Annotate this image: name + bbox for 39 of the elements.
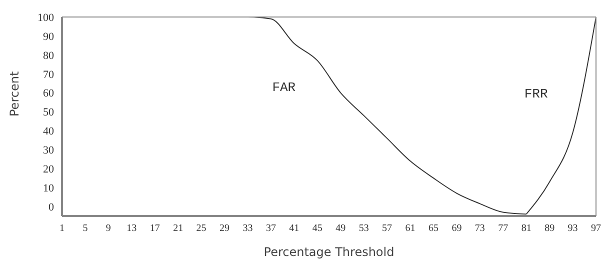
x-tick-label: 61 <box>405 223 416 234</box>
x-tick-label: 93 <box>568 223 578 234</box>
y-tick-label: 30 <box>43 144 54 157</box>
y-tick-label: 60 <box>43 88 54 100</box>
y-tick-label: 40 <box>43 126 54 138</box>
x-tick-label: 53 <box>358 223 369 234</box>
x-tick-label: 57 <box>382 223 392 234</box>
y-tick-label: 50 <box>43 106 54 119</box>
x-tick-label: 89 <box>544 223 555 234</box>
x-tick-label: 21 <box>173 223 184 234</box>
y-tick-label: 70 <box>43 68 54 81</box>
x-tick-label: 9 <box>106 223 111 234</box>
y-tick-label: 100 <box>38 12 54 24</box>
y-tick-label: 0 <box>48 201 54 214</box>
x-axis-title: Percentage Threshold <box>264 245 394 259</box>
x-tick-label: 33 <box>242 223 253 234</box>
text: FAR <box>272 80 296 95</box>
x-tick-label: 77 <box>498 223 508 234</box>
x-tick-label: 37 <box>266 223 276 234</box>
y-tick-label: 90 <box>43 30 54 43</box>
x-tick-label: 45 <box>312 223 322 234</box>
x-tick-label: 49 <box>336 223 346 234</box>
x-tick-label: 1 <box>60 223 64 234</box>
x-tick-label: 41 <box>289 223 300 234</box>
x-tick-label: 25 <box>196 223 206 234</box>
x-tick-label: 97 <box>591 223 601 234</box>
x-tick-label: 65 <box>428 223 438 234</box>
x-tick-label: 69 <box>452 223 462 234</box>
x-tick-label: 13 <box>126 223 137 234</box>
y-axis-title: Percent <box>7 71 22 116</box>
x-tick-label: 73 <box>474 223 485 234</box>
y-tick-label: 80 <box>43 50 54 62</box>
y-tick-label: 10 <box>43 182 54 194</box>
x-tick-label: 5 <box>82 223 88 234</box>
y-tick-label: 20 <box>43 164 54 176</box>
x-tick-label: 29 <box>220 223 230 234</box>
x-tick-label: 81 <box>521 223 532 234</box>
x-tick-label: 17 <box>150 223 160 234</box>
text: FRR <box>524 86 548 102</box>
